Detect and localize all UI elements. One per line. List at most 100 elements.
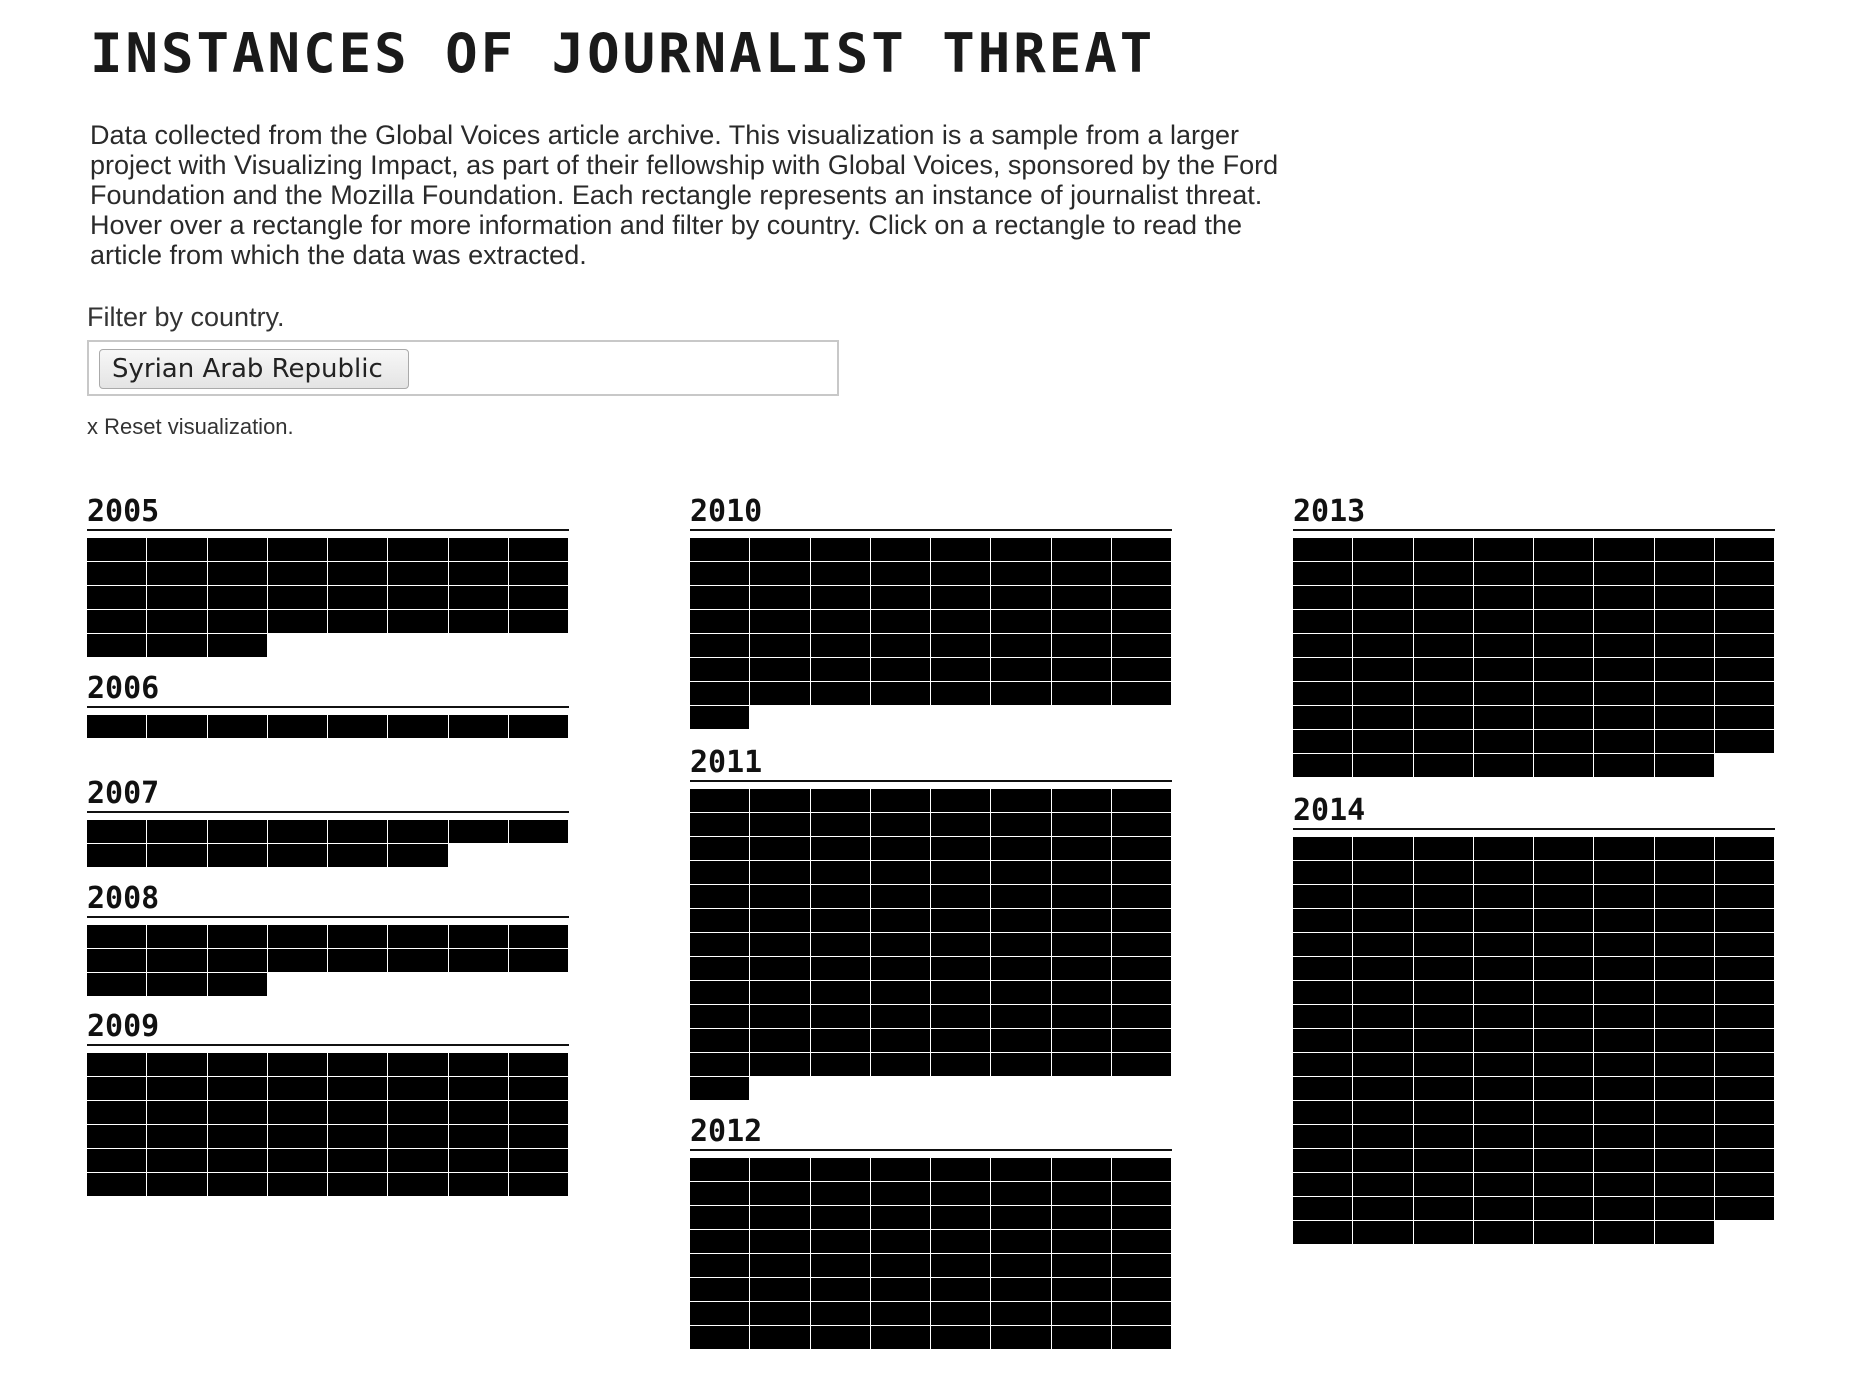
threat-instance-rect[interactable] bbox=[147, 1101, 208, 1125]
threat-instance-rect[interactable] bbox=[388, 949, 449, 973]
threat-instance-rect[interactable] bbox=[1534, 682, 1595, 706]
threat-instance-rect[interactable] bbox=[207, 610, 268, 634]
threat-instance-rect[interactable] bbox=[991, 1158, 1052, 1182]
threat-instance-rect[interactable] bbox=[991, 837, 1052, 861]
threat-instance-rect[interactable] bbox=[508, 949, 569, 973]
threat-instance-rect[interactable] bbox=[267, 820, 328, 844]
threat-instance-rect[interactable] bbox=[147, 1173, 208, 1197]
threat-instance-rect[interactable] bbox=[810, 1254, 871, 1278]
threat-instance-rect[interactable] bbox=[328, 1101, 389, 1125]
threat-instance-rect[interactable] bbox=[1111, 1278, 1172, 1302]
threat-instance-rect[interactable] bbox=[1111, 1158, 1172, 1182]
threat-instance-rect[interactable] bbox=[1594, 1221, 1655, 1245]
country-filter-input[interactable]: Syrian Arab Republic bbox=[87, 340, 839, 396]
threat-instance-rect[interactable] bbox=[1111, 957, 1172, 981]
threat-instance-rect[interactable] bbox=[1594, 837, 1655, 861]
threat-instance-rect[interactable] bbox=[87, 1149, 148, 1173]
threat-instance-rect[interactable] bbox=[1534, 1005, 1595, 1029]
threat-instance-rect[interactable] bbox=[1293, 1029, 1354, 1053]
threat-instance-rect[interactable] bbox=[1473, 933, 1534, 957]
threat-instance-rect[interactable] bbox=[87, 610, 148, 634]
threat-instance-rect[interactable] bbox=[991, 1029, 1052, 1053]
threat-instance-rect[interactable] bbox=[448, 949, 509, 973]
threat-instance-rect[interactable] bbox=[810, 1278, 871, 1302]
threat-instance-rect[interactable] bbox=[207, 844, 268, 868]
threat-instance-rect[interactable] bbox=[1293, 634, 1354, 658]
threat-instance-rect[interactable] bbox=[870, 909, 931, 933]
threat-instance-rect[interactable] bbox=[207, 562, 268, 586]
threat-instance-rect[interactable] bbox=[207, 1053, 268, 1077]
threat-instance-rect[interactable] bbox=[1594, 1005, 1655, 1029]
threat-instance-rect[interactable] bbox=[991, 562, 1052, 586]
threat-instance-rect[interactable] bbox=[1051, 538, 1112, 562]
threat-instance-rect[interactable] bbox=[991, 1206, 1052, 1230]
threat-instance-rect[interactable] bbox=[1051, 682, 1112, 706]
threat-instance-rect[interactable] bbox=[1714, 1149, 1775, 1173]
threat-instance-rect[interactable] bbox=[508, 1173, 569, 1197]
threat-instance-rect[interactable] bbox=[1594, 981, 1655, 1005]
threat-instance-rect[interactable] bbox=[388, 562, 449, 586]
threat-instance-rect[interactable] bbox=[1534, 1077, 1595, 1101]
threat-instance-rect[interactable] bbox=[1714, 634, 1775, 658]
threat-instance-rect[interactable] bbox=[1413, 1149, 1474, 1173]
threat-instance-rect[interactable] bbox=[1473, 909, 1534, 933]
threat-instance-rect[interactable] bbox=[508, 1077, 569, 1101]
threat-instance-rect[interactable] bbox=[931, 1005, 992, 1029]
threat-instance-rect[interactable] bbox=[931, 1158, 992, 1182]
threat-instance-rect[interactable] bbox=[87, 949, 148, 973]
threat-instance-rect[interactable] bbox=[147, 1125, 208, 1149]
threat-instance-rect[interactable] bbox=[1594, 1053, 1655, 1077]
threat-instance-rect[interactable] bbox=[1413, 730, 1474, 754]
threat-instance-rect[interactable] bbox=[1473, 981, 1534, 1005]
threat-instance-rect[interactable] bbox=[1594, 909, 1655, 933]
threat-instance-rect[interactable] bbox=[267, 1101, 328, 1125]
threat-instance-rect[interactable] bbox=[1353, 1053, 1414, 1077]
threat-instance-rect[interactable] bbox=[87, 715, 148, 739]
threat-instance-rect[interactable] bbox=[810, 562, 871, 586]
threat-instance-rect[interactable] bbox=[448, 715, 509, 739]
threat-instance-rect[interactable] bbox=[1534, 981, 1595, 1005]
threat-instance-rect[interactable] bbox=[690, 1182, 751, 1206]
threat-instance-rect[interactable] bbox=[1413, 837, 1474, 861]
threat-instance-rect[interactable] bbox=[1051, 610, 1112, 634]
threat-instance-rect[interactable] bbox=[750, 1254, 811, 1278]
threat-instance-rect[interactable] bbox=[1413, 706, 1474, 730]
threat-instance-rect[interactable] bbox=[870, 1029, 931, 1053]
threat-instance-rect[interactable] bbox=[87, 1077, 148, 1101]
threat-instance-rect[interactable] bbox=[931, 586, 992, 610]
threat-instance-rect[interactable] bbox=[207, 820, 268, 844]
threat-instance-rect[interactable] bbox=[1111, 861, 1172, 885]
threat-instance-rect[interactable] bbox=[1293, 1125, 1354, 1149]
threat-instance-rect[interactable] bbox=[1111, 1326, 1172, 1350]
threat-instance-rect[interactable] bbox=[1654, 754, 1715, 778]
threat-instance-rect[interactable] bbox=[1594, 658, 1655, 682]
threat-instance-rect[interactable] bbox=[690, 885, 751, 909]
threat-instance-rect[interactable] bbox=[1353, 562, 1414, 586]
threat-instance-rect[interactable] bbox=[87, 538, 148, 562]
threat-instance-rect[interactable] bbox=[991, 909, 1052, 933]
threat-instance-rect[interactable] bbox=[388, 1149, 449, 1173]
threat-instance-rect[interactable] bbox=[1473, 658, 1534, 682]
threat-instance-rect[interactable] bbox=[147, 844, 208, 868]
threat-instance-rect[interactable] bbox=[267, 949, 328, 973]
threat-instance-rect[interactable] bbox=[1714, 885, 1775, 909]
threat-instance-rect[interactable] bbox=[690, 682, 751, 706]
threat-instance-rect[interactable] bbox=[1051, 562, 1112, 586]
threat-instance-rect[interactable] bbox=[1534, 885, 1595, 909]
threat-instance-rect[interactable] bbox=[1293, 1221, 1354, 1245]
threat-instance-rect[interactable] bbox=[1353, 658, 1414, 682]
threat-instance-rect[interactable] bbox=[147, 586, 208, 610]
threat-instance-rect[interactable] bbox=[1293, 754, 1354, 778]
threat-instance-rect[interactable] bbox=[1534, 1173, 1595, 1197]
threat-instance-rect[interactable] bbox=[1654, 933, 1715, 957]
threat-instance-rect[interactable] bbox=[991, 1254, 1052, 1278]
threat-instance-rect[interactable] bbox=[1594, 1125, 1655, 1149]
threat-instance-rect[interactable] bbox=[87, 586, 148, 610]
threat-instance-rect[interactable] bbox=[207, 634, 268, 658]
threat-instance-rect[interactable] bbox=[147, 949, 208, 973]
threat-instance-rect[interactable] bbox=[810, 1182, 871, 1206]
threat-instance-rect[interactable] bbox=[1293, 730, 1354, 754]
threat-instance-rect[interactable] bbox=[870, 586, 931, 610]
threat-instance-rect[interactable] bbox=[1051, 885, 1112, 909]
threat-instance-rect[interactable] bbox=[87, 1125, 148, 1149]
